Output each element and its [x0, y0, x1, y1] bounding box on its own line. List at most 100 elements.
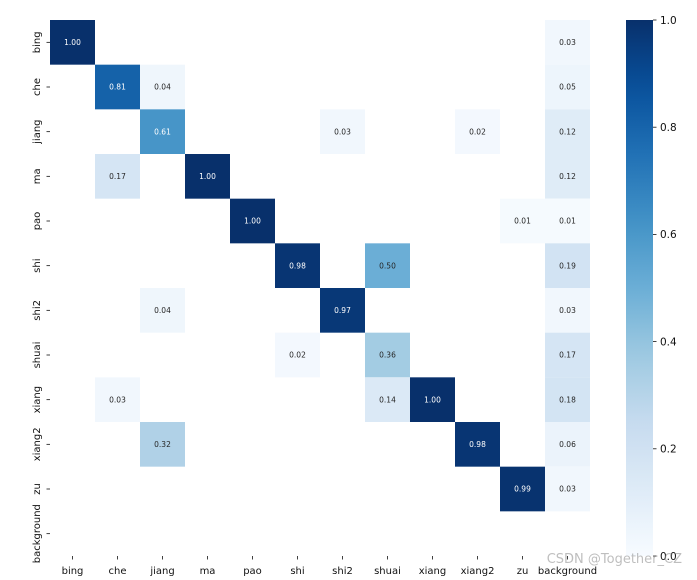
heatmap-cell-label-bing-bing: 1.00: [64, 38, 81, 47]
heatmap-cell-shi2-shi2: [320, 288, 365, 333]
heatmap-cell-label-xiang2-background: 0.06: [559, 440, 576, 449]
y-tick-label-shuai: shuai: [32, 342, 43, 369]
heatmap-cell-label-che-background: 0.05: [559, 83, 576, 92]
heatmap-cell-pao-zu: [500, 198, 545, 244]
heatmap-cell-label-shi-background: 0.19: [559, 261, 576, 270]
heatmap-cell-label-zu-zu: 0.99: [514, 485, 531, 494]
heatmap-cell-label-shi2-background: 0.03: [559, 306, 576, 315]
heatmap-cell-label-xiang2-xiang2: 0.98: [469, 440, 486, 449]
heatmap-cell-label-shuai-shi: 0.02: [289, 351, 306, 360]
y-tick-label-xiang2: xiang2: [32, 427, 43, 461]
heatmap-cell-label-xiang-background: 0.18: [559, 395, 576, 404]
heatmap-cell-bing-bing: [50, 20, 95, 65]
heatmap-cell-label-ma-che: 0.17: [109, 172, 126, 181]
x-tick-label-che: che: [109, 566, 127, 576]
heatmap-cell-label-xiang-che: 0.03: [109, 395, 126, 404]
heatmap-cell-xiang2-background: [545, 422, 590, 467]
heatmap-cell-label-jiang-background: 0.12: [559, 127, 576, 136]
heatmap-cell-shuai-shi: [275, 332, 320, 378]
x-tick-label-ma: ma: [200, 566, 216, 576]
heatmap-cell-jiang-shi2: [320, 109, 365, 154]
x-tick-label-jiang: jiang: [149, 566, 174, 576]
heatmap-cell-label-pao-background: 0.01: [559, 217, 576, 226]
heatmap-cell-pao-background: [545, 198, 590, 244]
heatmap-cell-pao-pao: [230, 198, 275, 244]
heatmap-cell-label-jiang-jiang: 0.61: [154, 127, 171, 136]
x-tick-label-shuai: shuai: [374, 566, 401, 576]
heatmap-cell-label-bing-background: 0.03: [559, 38, 576, 47]
heatmap-cell-label-shi-shi: 0.98: [289, 261, 306, 270]
heatmap-cell-bing-background: [545, 20, 590, 65]
heatmap-cell-zu-zu: [500, 466, 545, 512]
colorbar-tick-label-4: 0.8: [660, 122, 677, 134]
heatmap-cell-xiang2-jiang: [140, 422, 185, 467]
heatmap-cell-jiang-jiang: [140, 109, 185, 154]
colorbar-tick-label-2: 0.4: [660, 336, 677, 348]
heatmap-cell-label-shi2-jiang: 0.04: [154, 306, 171, 315]
heatmap-cell-label-shuai-background: 0.17: [559, 351, 576, 360]
x-axis-ticks: bing che jiang ma pao shi shi2 shuai xiang xiang2…: [62, 556, 597, 577]
heatmap-cell-shi-background: [545, 243, 590, 288]
heatmap-cell-xiang-xiang: [410, 377, 455, 422]
heatmap-cell-xiang-shuai: [365, 377, 410, 422]
y-tick-label-jiang: jiang: [32, 119, 43, 144]
heatmap-cell-xiang2-xiang2: [455, 422, 500, 467]
colorbar-ticks: 0.0 0.2 0.4 0.6 0.8 1.0: [653, 15, 677, 563]
heatmap-cell-xiang-che: [95, 377, 140, 422]
heatmap-cell-label-pao-zu: 0.01: [514, 217, 531, 226]
y-axis-ticks: bing che jiang ma pao shi shi2 shuai xiang xiang2…: [32, 31, 50, 563]
heatmap-value-labels: 1.00 0.03 0.81 0.04 0.05 0.61 0.03 0.02 0.12 0.17…: [64, 38, 576, 494]
heatmap-cell-xiang-background: [545, 377, 590, 422]
heatmap-cells: [50, 20, 590, 512]
heatmap-cell-che-jiang: [140, 64, 185, 110]
heatmap-cell-label-che-che: 0.81: [109, 83, 126, 92]
heatmap-cell-jiang-xiang2: [455, 109, 500, 154]
x-tick-label-zu: zu: [517, 566, 529, 576]
heatmap-cell-label-jiang-shi2: 0.03: [334, 127, 351, 136]
watermark-text: CSDN @Together_CZ: [547, 552, 682, 567]
heatmap-cell-label-shuai-shuai: 0.36: [379, 351, 396, 360]
y-tick-label-pao: pao: [32, 212, 43, 231]
colorbar-tick-label-5: 1.0: [660, 15, 677, 27]
heatmap-cell-label-zu-background: 0.03: [559, 485, 576, 494]
heatmap-cell-jiang-background: [545, 109, 590, 154]
y-tick-label-xiang: xiang: [32, 386, 43, 414]
x-tick-label-background: background: [538, 566, 597, 576]
y-tick-label-zu: zu: [32, 483, 43, 495]
heatmap-cell-label-che-jiang: 0.04: [154, 83, 171, 92]
y-tick-label-background: background: [32, 504, 43, 563]
heatmap-cell-shuai-background: [545, 332, 590, 378]
heatmap-cell-ma-background: [545, 154, 590, 199]
y-tick-label-shi2: shi2: [32, 300, 43, 321]
heatmap-cell-label-ma-background: 0.12: [559, 172, 576, 181]
heatmap-cell-label-xiang2-jiang: 0.32: [154, 440, 171, 449]
y-tick-label-shi: shi: [32, 259, 43, 273]
heatmap-cell-ma-che: [95, 154, 140, 199]
heatmap-cell-label-shi2-shi2: 0.97: [334, 306, 351, 315]
heatmap-cell-zu-background: [545, 466, 590, 512]
heatmap-cell-label-xiang-shuai: 0.14: [379, 395, 396, 404]
x-tick-label-bing: bing: [62, 566, 84, 576]
heatmap-cell-shi2-background: [545, 288, 590, 333]
x-tick-label-shi2: shi2: [332, 566, 353, 576]
heatmap-cell-che-background: [545, 64, 590, 110]
heatmap-cell-shi-shuai: [365, 243, 410, 288]
heatmap-cell-label-xiang-xiang: 1.00: [424, 395, 441, 404]
colorbar-tick-label-3: 0.6: [660, 229, 677, 241]
heatmap-cell-label-shi-shuai: 0.50: [379, 261, 396, 270]
y-tick-label-bing: bing: [32, 31, 43, 53]
heatmap-cell-che-che: [95, 64, 140, 110]
colorbar-tick-label-0: 0.0: [660, 551, 677, 563]
heatmap-cell-label-pao-pao: 1.00: [244, 217, 261, 226]
heatmap-cell-shi-shi: [275, 243, 320, 288]
x-tick-label-xiang: xiang: [419, 566, 447, 576]
heatmap-cell-label-jiang-xiang2: 0.02: [469, 127, 486, 136]
heatmap-cell-label-ma-ma: 1.00: [199, 172, 216, 181]
heatmap-cell-shuai-shuai: [365, 332, 410, 378]
x-tick-label-pao: pao: [243, 566, 262, 576]
x-tick-label-shi: shi: [290, 566, 304, 576]
y-tick-label-che: che: [32, 78, 43, 96]
y-tick-label-ma: ma: [32, 168, 43, 184]
